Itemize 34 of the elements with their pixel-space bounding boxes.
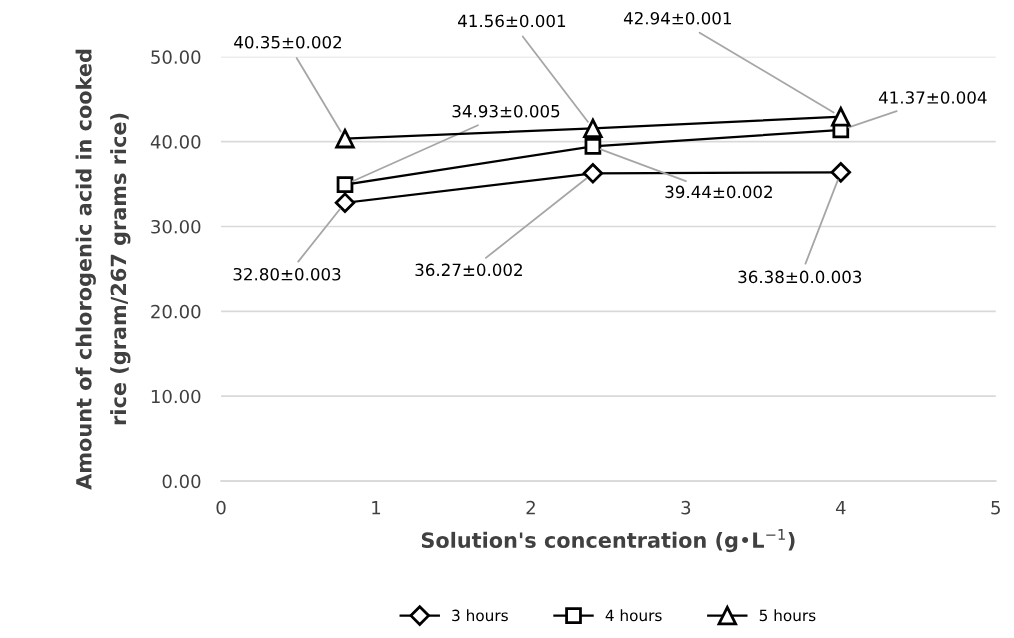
y-tick-label: 20.00 bbox=[151, 304, 201, 319]
y-tick-label: 40.00 bbox=[150, 135, 201, 149]
legend-label: 4 hours bbox=[605, 609, 662, 622]
x-tick-label: 5 bbox=[991, 501, 1000, 515]
x-tick-label: 1 bbox=[372, 501, 381, 515]
y-tick-label: 0.00 bbox=[162, 474, 201, 489]
data-label: 32.80±0.003 bbox=[233, 267, 341, 281]
point bbox=[584, 138, 602, 155]
data-label: 36.38±0.0.003 bbox=[738, 270, 862, 284]
point bbox=[334, 192, 356, 213]
y-axis-title: Amount of chlorogenic acid in cooked rice (gram/267 grams rice) bbox=[75, 49, 131, 490]
data-label: 34.93±0.005 bbox=[452, 104, 560, 118]
y-tick-label: 50.00 bbox=[151, 50, 201, 64]
x-tick-label: 3 bbox=[681, 500, 691, 515]
y-tick-label: 30.00 bbox=[151, 219, 201, 234]
point bbox=[336, 176, 354, 193]
data-label: 41.37±0.004 bbox=[878, 91, 987, 104]
data-label: 39.44±0.002 bbox=[665, 185, 772, 199]
point bbox=[583, 118, 603, 139]
data-label: 41.56±0.001 bbox=[458, 14, 566, 28]
y-tick-label: 10.00 bbox=[151, 389, 201, 404]
x-tick-label: 2 bbox=[526, 500, 535, 515]
point bbox=[335, 128, 355, 149]
data-label: 42.94±0.001 bbox=[623, 11, 731, 25]
point bbox=[830, 162, 852, 183]
x-axis-title: Solution's concentration (g•L$^{−1}$) bbox=[421, 529, 795, 553]
data-label: 40.35±0.002 bbox=[234, 35, 342, 49]
x-tick-label: 0 bbox=[216, 500, 226, 515]
point bbox=[582, 163, 604, 184]
x-tick-label: 4 bbox=[835, 501, 846, 515]
data-label: 36.27±0.002 bbox=[415, 263, 522, 277]
legend-label: 3 hours bbox=[452, 609, 508, 622]
point bbox=[831, 106, 851, 127]
legend-label: 5 hours bbox=[759, 609, 816, 622]
